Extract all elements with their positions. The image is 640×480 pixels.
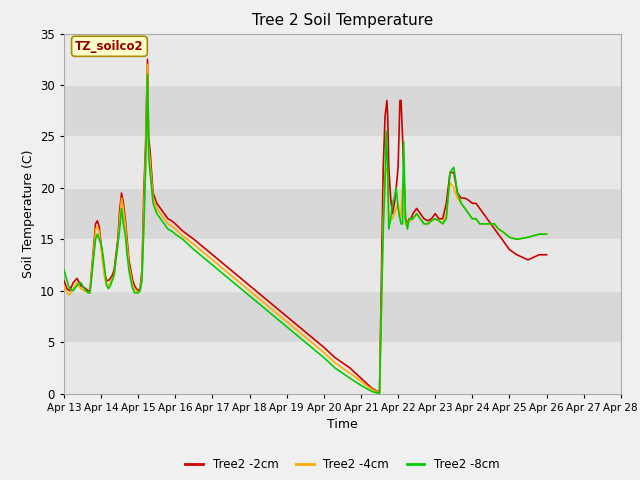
Bar [64, 342, 621, 394]
Tree2 -2cm [502, 241, 509, 247]
Tree2 -2cm [60, 277, 68, 283]
Bar [64, 240, 621, 291]
Tree2 -2cm [143, 57, 151, 62]
Legend: Tree2 -2cm, Tree2 -4cm, Tree2 -8cm: Tree2 -2cm, Tree2 -4cm, Tree2 -8cm [180, 454, 504, 476]
Tree2 -2cm [376, 390, 383, 396]
Tree2 -4cm [535, 231, 543, 237]
Tree2 -8cm [264, 309, 272, 314]
Tree2 -2cm [301, 329, 309, 335]
Tree2 -4cm [143, 61, 151, 67]
Tree2 -8cm [122, 231, 129, 237]
Tree2 -8cm [143, 72, 151, 78]
Tree2 -4cm [246, 288, 253, 294]
Tree2 -8cm [543, 231, 550, 237]
Bar [64, 34, 621, 85]
Tree2 -2cm [543, 252, 550, 258]
Tree2 -2cm [409, 211, 417, 216]
Tree2 -2cm [134, 288, 142, 294]
Line: Tree2 -8cm: Tree2 -8cm [64, 75, 547, 394]
Tree2 -8cm [376, 391, 383, 396]
Tree2 -4cm [543, 231, 550, 237]
Tree2 -4cm [409, 216, 417, 222]
Y-axis label: Soil Temperature (C): Soil Temperature (C) [22, 149, 35, 278]
Tree2 -8cm [60, 267, 68, 273]
Title: Tree 2 Soil Temperature: Tree 2 Soil Temperature [252, 13, 433, 28]
Line: Tree2 -4cm: Tree2 -4cm [64, 64, 547, 393]
Tree2 -4cm [376, 390, 383, 396]
Tree2 -8cm [157, 216, 164, 222]
Tree2 -8cm [385, 226, 392, 232]
Tree2 -2cm [535, 252, 543, 258]
Tree2 -4cm [301, 334, 309, 340]
Tree2 -4cm [502, 231, 509, 237]
Tree2 -8cm [127, 277, 134, 283]
Text: TZ_soilco2: TZ_soilco2 [75, 40, 144, 53]
Tree2 -2cm [246, 283, 253, 288]
Tree2 -4cm [134, 290, 142, 296]
Line: Tree2 -2cm: Tree2 -2cm [64, 60, 547, 393]
Tree2 -4cm [60, 283, 68, 288]
Bar [64, 136, 621, 188]
Tree2 -8cm [524, 234, 532, 240]
X-axis label: Time: Time [327, 418, 358, 431]
